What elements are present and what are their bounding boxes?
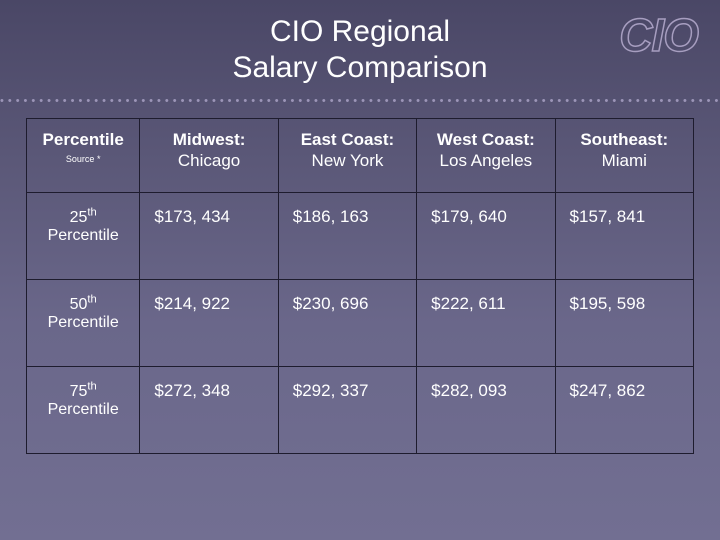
ord-word: Percentile bbox=[48, 227, 119, 244]
region-name: Midwest: bbox=[173, 130, 246, 149]
header: CIO Regional Salary Comparison CIO bbox=[0, 0, 720, 96]
source-note: Source * bbox=[37, 154, 129, 165]
table-row: 75th Percentile $272, 348 $292, 337 $282… bbox=[27, 367, 694, 454]
row-label-25th: 25th Percentile bbox=[27, 192, 140, 279]
percentile-label: Percentile bbox=[43, 130, 124, 149]
row-label-75th: 75th Percentile bbox=[27, 367, 140, 454]
col-header-midwest: Midwest: Chicago bbox=[140, 119, 278, 193]
region-name: Southeast: bbox=[580, 130, 668, 149]
table-container: Percentile Source * Midwest: Chicago Eas… bbox=[0, 118, 720, 454]
slide-title: CIO Regional Salary Comparison bbox=[232, 14, 487, 86]
table-row: 25th Percentile $173, 434 $186, 163 $179… bbox=[27, 192, 694, 279]
title-line-2: Salary Comparison bbox=[232, 51, 487, 84]
cell-value: $230, 696 bbox=[278, 279, 416, 366]
row-label-50th: 50th Percentile bbox=[27, 279, 140, 366]
ord-suffix: th bbox=[87, 294, 96, 306]
ord-number: 50 bbox=[70, 296, 88, 313]
cell-value: $173, 434 bbox=[140, 192, 278, 279]
table-row: 50th Percentile $214, 922 $230, 696 $222… bbox=[27, 279, 694, 366]
table-header-row: Percentile Source * Midwest: Chicago Eas… bbox=[27, 119, 694, 193]
col-header-east: East Coast: New York bbox=[278, 119, 416, 193]
region-name: West Coast: bbox=[437, 130, 535, 149]
col-header-percentile: Percentile Source * bbox=[27, 119, 140, 193]
ord-word: Percentile bbox=[48, 314, 119, 331]
cell-value: $247, 862 bbox=[555, 367, 693, 454]
col-header-west: West Coast: Los Angeles bbox=[417, 119, 555, 193]
col-header-southeast: Southeast: Miami bbox=[555, 119, 693, 193]
region-city: Los Angeles bbox=[427, 150, 544, 171]
region-city: Chicago bbox=[150, 150, 267, 171]
ord-suffix: th bbox=[87, 207, 96, 219]
cell-value: $195, 598 bbox=[555, 279, 693, 366]
cell-value: $272, 348 bbox=[140, 367, 278, 454]
region-name: East Coast: bbox=[301, 130, 395, 149]
cell-value: $214, 922 bbox=[140, 279, 278, 366]
cell-value: $179, 640 bbox=[417, 192, 555, 279]
cell-value: $186, 163 bbox=[278, 192, 416, 279]
table-body: 25th Percentile $173, 434 $186, 163 $179… bbox=[27, 192, 694, 454]
cell-value: $292, 337 bbox=[278, 367, 416, 454]
cell-value: $157, 841 bbox=[555, 192, 693, 279]
ord-word: Percentile bbox=[48, 401, 119, 418]
title-line-1: CIO Regional bbox=[270, 15, 450, 48]
ord-suffix: th bbox=[87, 381, 96, 393]
cio-logo: CIO bbox=[619, 8, 698, 62]
divider-dots: ••••••••••••••••••••••••••••••••••••••••… bbox=[0, 98, 720, 104]
ord-number: 25 bbox=[70, 209, 88, 226]
salary-table: Percentile Source * Midwest: Chicago Eas… bbox=[26, 118, 694, 454]
cell-value: $222, 611 bbox=[417, 279, 555, 366]
ord-number: 75 bbox=[70, 383, 88, 400]
region-city: Miami bbox=[566, 150, 683, 171]
cell-value: $282, 093 bbox=[417, 367, 555, 454]
region-city: New York bbox=[289, 150, 406, 171]
